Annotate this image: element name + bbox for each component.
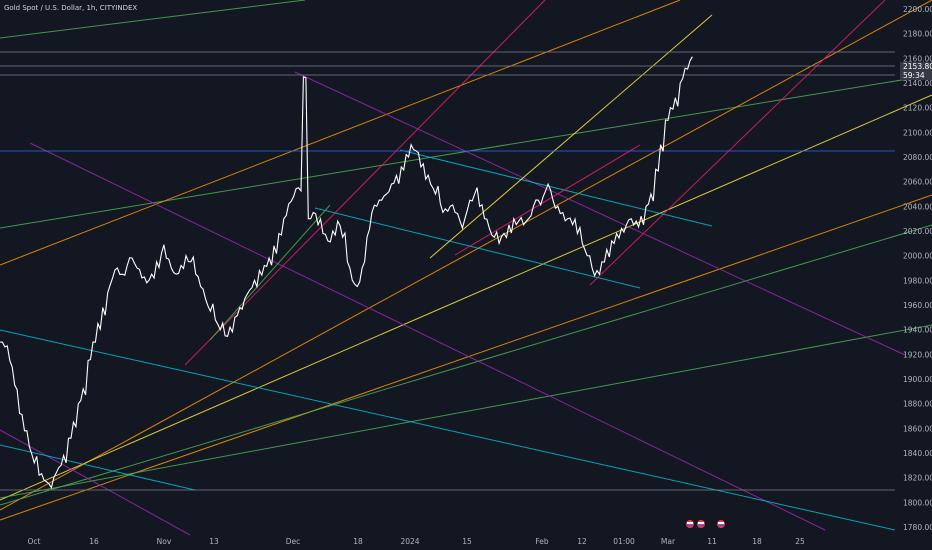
price-series	[0, 56, 693, 489]
y-tick-label: 2200.00	[903, 5, 932, 14]
trendline-5	[0, 194, 932, 521]
x-tick-label: Feb	[535, 537, 549, 546]
trendline-layer	[0, 0, 932, 536]
trendline-17	[209, 204, 331, 341]
last-price-tag	[900, 62, 932, 71]
x-tick-label: 13	[209, 537, 219, 546]
countdown-label: 59:34	[903, 71, 925, 80]
trendline-7	[0, 324, 932, 499]
trendline-16	[399, 149, 713, 227]
y-tick-label: 2060.00	[903, 178, 932, 187]
event-flag-icon[interactable]	[717, 520, 725, 528]
x-tick-label: Oct	[28, 537, 41, 546]
trendline-12	[0, 429, 191, 536]
trendline-15	[314, 207, 641, 289]
y-tick-label: 1900.00	[903, 375, 932, 384]
trendline-10	[294, 71, 906, 356]
last-price-label: 2153.80	[903, 62, 932, 71]
x-tick-label: 01:00	[613, 537, 635, 546]
x-tick-label: Mar	[661, 537, 676, 546]
x-tick-label: Dec	[286, 537, 301, 546]
trendline-11	[29, 142, 826, 531]
y-tick-label: 2160.00	[903, 54, 932, 63]
y-tick-label: 2020.00	[903, 227, 932, 236]
trendline-14	[0, 444, 196, 491]
y-tick-label: 1780.00	[903, 523, 932, 532]
trendline-2	[0, 0, 681, 266]
x-axis[interactable]: Oct 16 Nov 13 Dec 18 2024 15 Feb 12 01:00 Mar 11 18 25	[28, 537, 805, 546]
x-tick-label: Nov	[157, 537, 172, 546]
horizontal-level-layer	[0, 51, 895, 491]
event-flag-icon[interactable]	[686, 520, 694, 528]
x-tick-label: 11	[707, 537, 717, 546]
y-tick-label: 1940.00	[903, 326, 932, 335]
y-tick-label: 1880.00	[903, 400, 932, 409]
y-tick-label: 1980.00	[903, 276, 932, 285]
y-tick-label: 1920.00	[903, 350, 932, 359]
trendline-3	[0, 0, 932, 511]
trendline-6	[0, 224, 932, 506]
y-tick-label: 2180.00	[903, 30, 932, 39]
x-tick-label: 25	[795, 537, 805, 546]
y-tick-label: 1800.00	[903, 498, 932, 507]
x-tick-label: 12	[577, 537, 587, 546]
event-icons	[686, 520, 725, 528]
y-axis[interactable]: 1780.00 1800.00 1820.00 1840.00 1860.00 1880.…	[903, 5, 932, 532]
y-tick-label: 1960.00	[903, 301, 932, 310]
y-tick-label: 2140.00	[903, 79, 932, 88]
trendline-8	[184, 0, 546, 366]
chart-title: Gold Spot / U.S. Dollar, 1h, CITYINDEX	[4, 4, 138, 12]
trendline-9	[589, 0, 886, 286]
y-tick-label: 2100.00	[903, 128, 932, 137]
trendline-18	[429, 14, 713, 259]
trendline-4	[0, 94, 932, 501]
y-tick-label: 2000.00	[903, 252, 932, 261]
y-tick-label: 1860.00	[903, 424, 932, 433]
y-tick-label: 2040.00	[903, 202, 932, 211]
y-tick-label: 2120.00	[903, 104, 932, 113]
y-tick-label: 1840.00	[903, 449, 932, 458]
event-flag-icon[interactable]	[697, 520, 705, 528]
x-tick-label: 16	[89, 537, 99, 546]
x-tick-label: 15	[462, 537, 472, 546]
x-tick-label: 2024	[400, 537, 419, 546]
trendline-13	[0, 329, 896, 531]
price-line	[0, 56, 693, 489]
y-tick-label: 1820.00	[903, 474, 932, 483]
trendline-19	[454, 144, 641, 256]
y-tick-label: 2080.00	[903, 153, 932, 162]
countdown-tag	[900, 71, 932, 80]
x-tick-label: 18	[353, 537, 363, 546]
x-tick-label: 18	[752, 537, 762, 546]
trendline-0	[0, 0, 306, 39]
